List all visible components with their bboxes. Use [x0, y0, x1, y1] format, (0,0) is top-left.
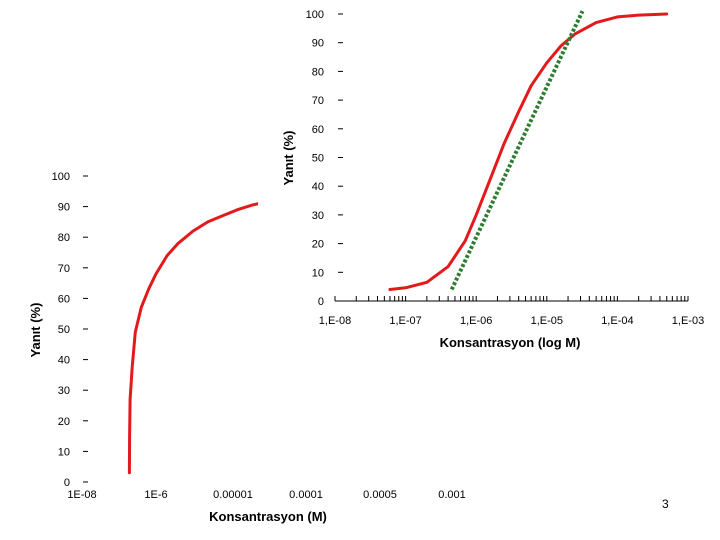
right-y-tick-label: 80: [312, 66, 324, 78]
right-x-tick-label: 1,E-07: [389, 315, 421, 327]
right-y-tick-label: 60: [312, 124, 324, 136]
left-y-axis-title: Yanıt (%): [28, 303, 43, 358]
left-x-tick-label: 0.00001: [213, 489, 253, 501]
left-x-tick-label: 0.0001: [289, 489, 323, 501]
right-y-axis: 0 10 20 30 40 50 60 70 80 90 100: [306, 9, 343, 308]
right-x-tick-label: 1,E-08: [319, 315, 351, 327]
left-y-tick-label: 20: [58, 416, 70, 428]
right-y-tick-label: 40: [312, 181, 324, 193]
left-y-tick-label: 50: [58, 324, 70, 336]
slide-number: 3: [662, 497, 669, 511]
left-y-tick-label: 90: [58, 202, 70, 214]
left-x-axis-title: Konsantrasyon (M): [209, 509, 327, 524]
right-y-tick-label: 30: [312, 210, 324, 222]
left-y-tick-label: 40: [58, 355, 70, 367]
left-y-tick-label: 80: [58, 232, 70, 244]
right-y-tick-label: 10: [312, 267, 324, 279]
left-x-tick-label: 0.0005: [363, 489, 397, 501]
left-y-axis: 0 10 20 30 40 50 60 70 80 90 100: [52, 171, 88, 489]
right-y-tick-label: 20: [312, 239, 324, 251]
left-y-tick-label: 10: [58, 446, 70, 458]
left-x-axis: 1E-08 1E-6 0.00001 0.0001 0.0005 0.001: [67, 489, 465, 501]
right-x-tick-label: 1,E-05: [531, 315, 563, 327]
right-x-axis-title: Konsantrasyon (log M): [440, 335, 581, 350]
right-y-tick-label: 100: [306, 9, 324, 21]
left-y-tick-label: 30: [58, 385, 70, 397]
right-x-axis: 1,E-08 1,E-07 1,E-06 1,E-05 1,E-04 1,E-03: [319, 296, 704, 327]
left-y-tick-label: 100: [52, 171, 70, 183]
right-x-tick-label: 1,E-04: [601, 315, 633, 327]
right-x-tick-label: 1,E-06: [460, 315, 492, 327]
right-tangent-line-1: [449, 10, 585, 291]
left-y-tick-label: 0: [64, 477, 70, 489]
right-y-axis-title: Yanıt (%): [281, 131, 296, 186]
left-x-tick-label: 0.001: [438, 489, 466, 501]
right-y-tick-label: 50: [312, 153, 324, 165]
right-y-tick-label: 90: [312, 38, 324, 50]
right-series-group: [388, 10, 669, 291]
right-chart-background: [258, 0, 720, 355]
right-y-tick-label: 70: [312, 95, 324, 107]
left-x-tick-label: 1E-08: [67, 489, 96, 501]
right-x-tick-label: 1,E-03: [672, 315, 704, 327]
right-series-line-0: [388, 12, 669, 291]
left-x-tick-label: 1E-6: [144, 489, 167, 501]
left-y-tick-label: 70: [58, 263, 70, 275]
left-y-tick-label: 60: [58, 293, 70, 305]
right-y-tick-label: 0: [318, 296, 324, 308]
